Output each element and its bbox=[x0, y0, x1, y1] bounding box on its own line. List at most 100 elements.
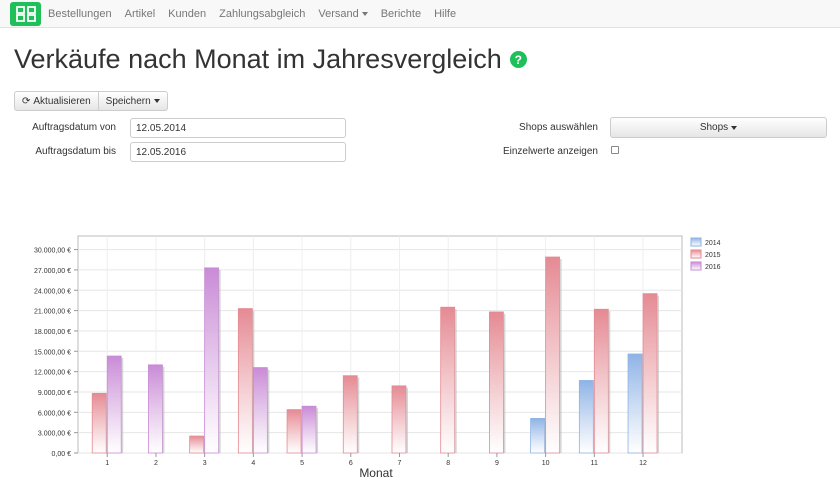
legend-swatch-2014 bbox=[690, 237, 702, 247]
y-tick-label: 12.000,00 € bbox=[34, 370, 71, 377]
shops-select-button[interactable]: Shops bbox=[610, 117, 827, 138]
bar-shadow bbox=[657, 295, 660, 453]
nav-item-berichte[interactable]: Berichte bbox=[380, 8, 422, 20]
refresh-icon: ⟳ bbox=[22, 95, 31, 107]
nav-menu: Bestellungen Artikel Kunden Zahlungsabgl… bbox=[48, 0, 469, 28]
bar-2014-month-12[interactable] bbox=[627, 353, 643, 454]
bar-shadow bbox=[559, 259, 562, 453]
x-tick-label: 3 bbox=[203, 460, 207, 467]
bar-2015-month-12[interactable] bbox=[642, 293, 658, 454]
y-tick-label: 9.000,00 € bbox=[38, 390, 71, 397]
page-title: Verkäufe nach Monat im Jahresvergleich ? bbox=[14, 44, 527, 75]
bar-shadow bbox=[593, 382, 596, 453]
x-tick-label: 4 bbox=[251, 460, 255, 467]
bar-2015-month-7[interactable] bbox=[391, 385, 407, 454]
bar-shadow bbox=[267, 369, 270, 453]
logo[interactable] bbox=[10, 2, 41, 26]
save-button[interactable]: Speichern bbox=[98, 91, 168, 111]
y-tick-label: 15.000,00 € bbox=[34, 349, 71, 356]
shops-button-label: Shops bbox=[699, 122, 729, 133]
nav-item-artikel[interactable]: Artikel bbox=[124, 8, 156, 20]
caret-down-icon bbox=[153, 99, 160, 103]
bar-shadow bbox=[252, 310, 255, 453]
legend-swatch-2016 bbox=[690, 261, 702, 271]
y-tick-label: 3.000,00 € bbox=[38, 431, 71, 438]
logo-icon bbox=[15, 6, 36, 22]
bar-shadow bbox=[642, 355, 645, 453]
caret-down-icon bbox=[731, 125, 738, 130]
plot-area bbox=[77, 235, 683, 454]
bar-2016-month-3[interactable] bbox=[204, 267, 220, 454]
bar-2015-month-4[interactable] bbox=[237, 308, 253, 454]
bar-shadow bbox=[162, 366, 165, 453]
single-values-checkbox[interactable] bbox=[611, 146, 619, 154]
x-tick-label: 6 bbox=[349, 460, 353, 467]
y-tick-label: 0,00 € bbox=[52, 451, 72, 458]
x-tick-label: 1 bbox=[105, 460, 109, 467]
bar-2015-month-9[interactable] bbox=[489, 311, 504, 454]
bar-2016-month-5[interactable] bbox=[301, 405, 317, 454]
date-to-input[interactable] bbox=[130, 142, 346, 162]
nav-item-zahlungsabgleich[interactable]: Zahlungsabgleich bbox=[219, 8, 306, 20]
x-tick-label: 5 bbox=[300, 460, 304, 467]
bar-shadow bbox=[106, 395, 109, 453]
refresh-button[interactable]: ⟳ Aktualisieren bbox=[14, 91, 99, 111]
bar-2014-month-11[interactable] bbox=[578, 380, 594, 454]
bar-shadow bbox=[544, 420, 547, 453]
save-button-label: Speichern bbox=[105, 95, 151, 107]
help-icon[interactable]: ? bbox=[509, 51, 527, 68]
page-title-text: Verkäufe nach Monat im Jahresvergleich bbox=[14, 44, 502, 74]
x-tick-label: 7 bbox=[398, 460, 402, 467]
bar-2016-month-1[interactable] bbox=[106, 355, 122, 454]
date-to-label: Auftragsdatum bis bbox=[35, 146, 116, 157]
bar-2015-month-3[interactable] bbox=[189, 435, 205, 454]
y-tick-label: 6.000,00 € bbox=[38, 410, 71, 417]
legend-label-2015: 2015 bbox=[705, 252, 721, 259]
nav-item-versand[interactable]: Versand bbox=[318, 8, 368, 20]
navbar: Bestellungen Artikel Kunden Zahlungsabgl… bbox=[0, 0, 840, 28]
y-tick-label: 27.000,00 € bbox=[34, 268, 71, 275]
x-tick-label: 10 bbox=[542, 460, 550, 467]
bar-2015-month-6[interactable] bbox=[342, 375, 358, 454]
bar-shadow bbox=[503, 313, 506, 453]
y-tick-label: 24.000,00 € bbox=[34, 288, 71, 295]
x-axis-label: Monat bbox=[359, 466, 393, 480]
legend-label-2014: 2014 bbox=[705, 240, 721, 247]
nav-item-hilfe[interactable]: Hilfe bbox=[434, 8, 457, 20]
bar-shadow bbox=[405, 387, 408, 453]
refresh-button-label: Aktualisieren bbox=[33, 95, 91, 107]
bar-shadow bbox=[357, 377, 360, 453]
y-tick-label: 21.000,00 € bbox=[34, 309, 71, 316]
x-tick-label: 8 bbox=[446, 460, 450, 467]
y-tick-label: 30.000,00 € bbox=[34, 248, 71, 255]
date-from-label: Auftragsdatum von bbox=[32, 122, 116, 133]
bar-2015-month-11[interactable] bbox=[593, 308, 609, 454]
bar-2015-month-1[interactable] bbox=[91, 392, 107, 454]
legend-label-2016: 2016 bbox=[705, 264, 721, 271]
bar-2016-month-2[interactable] bbox=[148, 364, 163, 454]
bar-shadow bbox=[608, 311, 611, 453]
bar-2016-month-4[interactable] bbox=[252, 367, 268, 454]
nav-item-kunden[interactable]: Kunden bbox=[168, 8, 207, 20]
x-tick-label: 2 bbox=[154, 460, 158, 467]
bar-2015-month-5[interactable] bbox=[286, 409, 302, 454]
date-from-input[interactable] bbox=[130, 118, 346, 138]
x-tick-label: 11 bbox=[591, 460, 598, 467]
bar-shadow bbox=[316, 408, 319, 453]
toolbar: ⟳ Aktualisieren Speichern bbox=[14, 91, 168, 111]
bar-shadow bbox=[121, 358, 124, 453]
y-tick-label: 18.000,00 € bbox=[34, 329, 71, 336]
bar-shadow bbox=[301, 411, 304, 453]
single-values-label: Einzelwerte anzeigen bbox=[502, 146, 598, 157]
bar-2015-month-10[interactable] bbox=[545, 256, 561, 454]
bar-shadow bbox=[203, 438, 206, 453]
legend-swatch-2015 bbox=[690, 249, 702, 259]
caret-down-icon bbox=[361, 12, 368, 17]
nav-item-bestellungen[interactable]: Bestellungen bbox=[48, 8, 112, 20]
bar-2014-month-10[interactable] bbox=[530, 418, 546, 454]
x-tick-label: 9 bbox=[495, 460, 499, 467]
bar-2015-month-8[interactable] bbox=[440, 306, 456, 454]
x-tick-label: 12 bbox=[639, 460, 647, 467]
bar-shadow bbox=[218, 269, 221, 453]
nav-item-versand-label: Versand bbox=[318, 8, 359, 20]
